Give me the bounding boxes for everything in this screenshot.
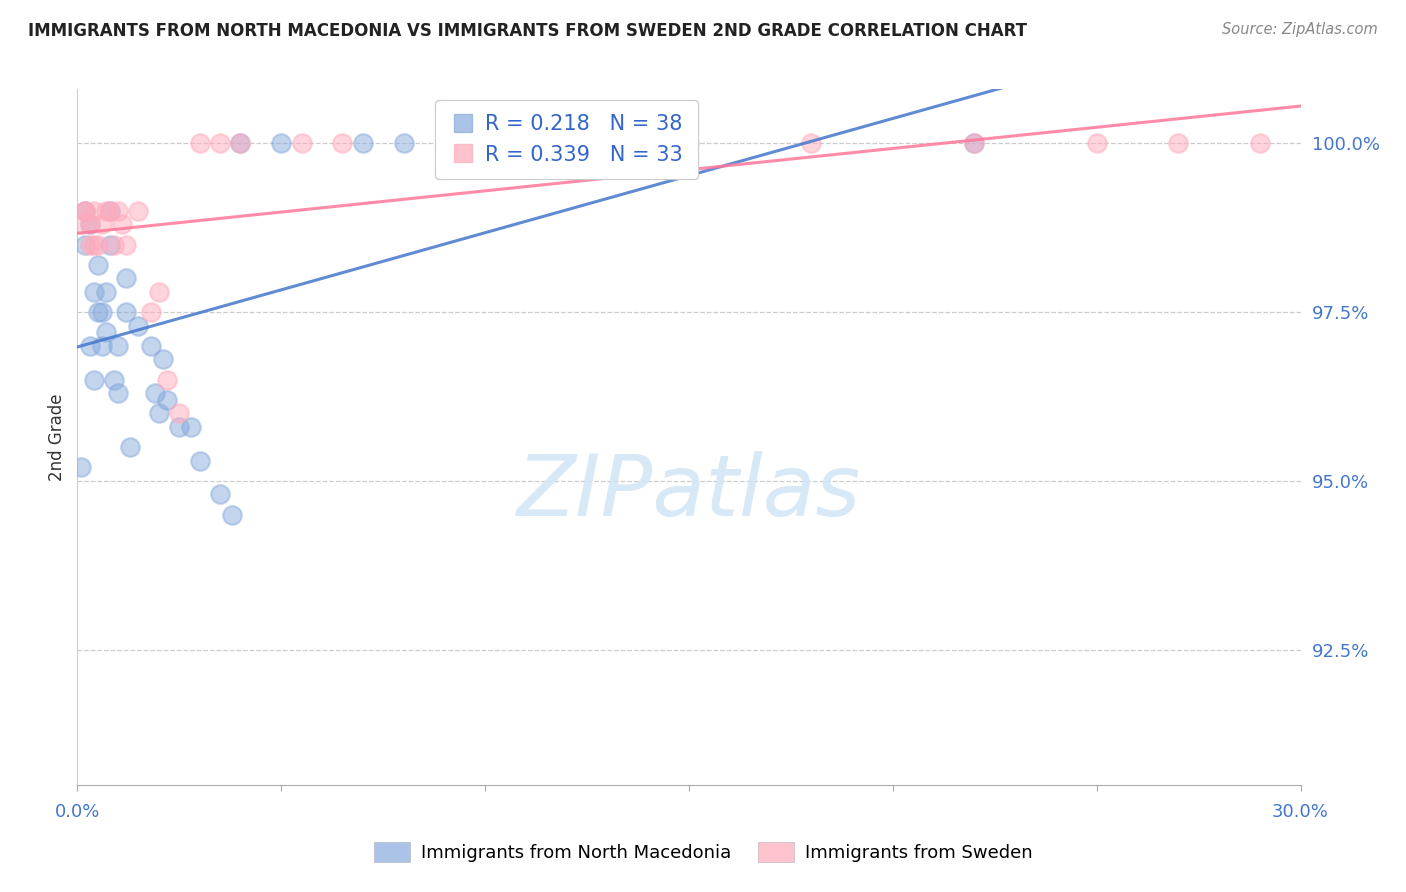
Point <box>98 237 121 252</box>
Legend: Immigrants from North Macedonia, Immigrants from Sweden: Immigrants from North Macedonia, Immigra… <box>367 835 1039 870</box>
Text: IMMIGRANTS FROM NORTH MACEDONIA VS IMMIGRANTS FROM SWEDEN 2ND GRADE CORRELATION : IMMIGRANTS FROM NORTH MACEDONIA VS IMMIG… <box>28 22 1028 40</box>
Point <box>229 136 252 151</box>
Point <box>678 136 700 151</box>
Text: 0.0%: 0.0% <box>55 803 100 821</box>
Point <box>148 406 170 420</box>
Point <box>107 386 129 401</box>
Point <box>94 285 117 299</box>
Point <box>87 258 110 272</box>
Point <box>139 305 162 319</box>
Point <box>120 440 142 454</box>
Point <box>454 136 477 151</box>
Point <box>75 237 97 252</box>
Point <box>83 373 105 387</box>
Point <box>98 203 121 218</box>
Point <box>188 454 211 468</box>
Point <box>156 373 179 387</box>
Y-axis label: 2nd Grade: 2nd Grade <box>48 393 66 481</box>
Point <box>332 136 354 151</box>
Point <box>98 203 121 218</box>
Point <box>270 136 292 151</box>
Point <box>963 136 986 151</box>
Point <box>75 203 97 218</box>
Point <box>83 203 105 218</box>
Point <box>291 136 314 151</box>
Point <box>70 460 93 475</box>
Point <box>148 285 170 299</box>
Point <box>229 136 252 151</box>
Point <box>128 203 150 218</box>
Text: 30.0%: 30.0% <box>1272 803 1329 821</box>
Point <box>1249 136 1271 151</box>
Point <box>156 392 179 407</box>
Point <box>79 217 101 231</box>
Point <box>128 318 150 333</box>
Point <box>87 237 110 252</box>
Text: Source: ZipAtlas.com: Source: ZipAtlas.com <box>1222 22 1378 37</box>
Point <box>209 136 232 151</box>
Point <box>94 203 117 218</box>
Point <box>555 136 578 151</box>
Point <box>221 508 243 522</box>
Point <box>75 203 97 218</box>
Point <box>180 420 202 434</box>
Text: ZIPatlas: ZIPatlas <box>517 451 860 534</box>
Point <box>800 136 823 151</box>
Point <box>139 339 162 353</box>
Point <box>392 136 415 151</box>
Legend: R = 0.218   N = 38, R = 0.339   N = 33: R = 0.218 N = 38, R = 0.339 N = 33 <box>436 100 697 179</box>
Point <box>111 217 134 231</box>
Point <box>169 406 191 420</box>
Point <box>83 237 105 252</box>
Point <box>963 136 986 151</box>
Point <box>1085 136 1108 151</box>
Point <box>70 217 93 231</box>
Point <box>143 386 166 401</box>
Point <box>103 237 125 252</box>
Point <box>169 420 191 434</box>
Point <box>90 305 112 319</box>
Point <box>1167 136 1189 151</box>
Point <box>79 339 101 353</box>
Point <box>188 136 211 151</box>
Point <box>152 352 174 367</box>
Point <box>555 136 578 151</box>
Point <box>107 203 129 218</box>
Point <box>107 339 129 353</box>
Point <box>90 339 112 353</box>
Point <box>79 237 101 252</box>
Point <box>115 271 138 285</box>
Point <box>352 136 374 151</box>
Point <box>75 203 97 218</box>
Point <box>115 305 138 319</box>
Point <box>94 326 117 340</box>
Point <box>83 285 105 299</box>
Point <box>79 217 101 231</box>
Point <box>103 373 125 387</box>
Point <box>90 217 112 231</box>
Point <box>209 487 232 501</box>
Point <box>87 305 110 319</box>
Point <box>115 237 138 252</box>
